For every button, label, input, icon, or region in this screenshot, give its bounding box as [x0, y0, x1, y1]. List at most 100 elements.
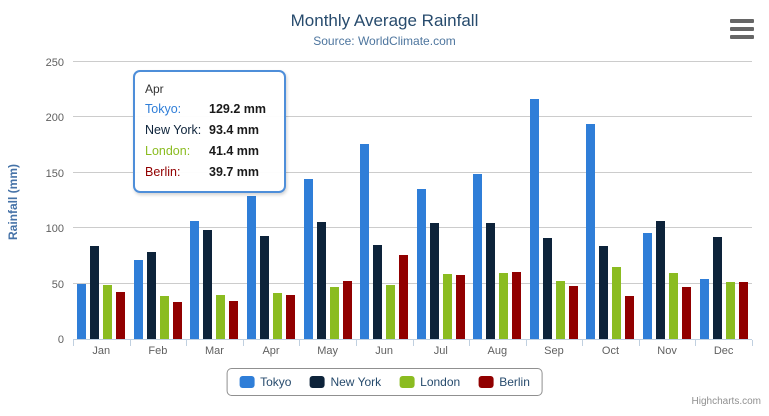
x-axis-label-may: May	[317, 345, 338, 357]
bar-berlin-aug[interactable]	[512, 272, 522, 339]
bar-new-york-aug[interactable]	[486, 223, 496, 339]
x-axis-tick	[355, 340, 357, 346]
x-axis-label-jan: Jan	[92, 345, 111, 357]
bar-london-jan[interactable]	[103, 284, 113, 339]
tooltip-header: Apr	[145, 82, 164, 96]
legend-label: London	[420, 375, 461, 389]
bar-group-nov	[639, 63, 696, 339]
x-axis-tick	[695, 340, 697, 346]
bar-new-york-oct[interactable]	[599, 246, 609, 339]
bar-london-jul[interactable]	[442, 273, 452, 339]
bar-new-york-feb[interactable]	[146, 251, 156, 339]
bar-tokyo-sep[interactable]	[529, 99, 539, 339]
bar-tokyo-nov[interactable]	[643, 233, 653, 339]
bar-berlin-jul[interactable]	[455, 275, 465, 339]
bar-group-mar	[186, 63, 243, 339]
gridline	[73, 61, 752, 62]
x-axis-label-apr: Apr	[262, 345, 280, 357]
bar-group-dec	[695, 63, 752, 339]
legend: Tokyo New York London Berlin	[226, 368, 543, 396]
bar-london-mar[interactable]	[216, 295, 226, 339]
bar-tokyo-apr[interactable]	[247, 195, 257, 339]
tooltip-series-value: 93.4 mm	[209, 123, 260, 137]
legend-item-london[interactable]: London	[399, 375, 460, 389]
x-axis-label-dec: Dec	[713, 345, 734, 357]
tooltip-series-label: Tokyo:	[145, 102, 182, 116]
bar-tokyo-jul[interactable]	[416, 188, 426, 339]
bar-tokyo-feb[interactable]	[133, 259, 143, 339]
bar-london-apr[interactable]	[273, 293, 283, 339]
gridline	[73, 227, 752, 229]
bar-tokyo-oct[interactable]	[586, 123, 596, 339]
legend-swatch-icon	[478, 376, 494, 388]
tooltip-rows: Tokyo: 129.2 mm New York: 93.4 mm London: 41.…	[145, 99, 274, 183]
tooltip: Apr Tokyo: 129.2 mm New York: 93.4 mm London…	[133, 70, 286, 193]
bar-new-york-nov[interactable]	[656, 220, 666, 339]
bar-berlin-nov[interactable]	[682, 287, 692, 339]
tooltip-series-value: 129.2 mm	[209, 102, 266, 116]
y-axis-tick-label: 200	[45, 112, 64, 125]
tooltip-series-label: Berlin:	[145, 165, 181, 179]
gridline	[73, 282, 752, 284]
bar-berlin-mar[interactable]	[229, 300, 239, 339]
bar-berlin-sep[interactable]	[568, 286, 578, 339]
credits-link[interactable]: Highcharts.com	[691, 396, 761, 407]
bar-tokyo-mar[interactable]	[190, 221, 200, 339]
x-axis-label-oct: Oct	[601, 345, 620, 357]
bar-london-dec[interactable]	[725, 282, 735, 339]
bar-group-jan	[73, 63, 130, 339]
bar-group-may	[299, 63, 356, 339]
tooltip-series-label: London:	[145, 144, 191, 158]
bar-london-feb[interactable]	[159, 296, 169, 339]
bar-new-york-jul[interactable]	[429, 222, 439, 339]
bar-london-jun[interactable]	[386, 285, 396, 339]
bar-new-york-jun[interactable]	[373, 245, 383, 339]
legend-item-tokyo[interactable]: Tokyo	[239, 375, 291, 389]
bar-london-oct[interactable]	[612, 266, 622, 339]
y-axis-tick-label: 50	[51, 278, 64, 291]
plot-area	[73, 61, 752, 340]
bar-group-feb	[130, 63, 187, 339]
bar-tokyo-aug[interactable]	[473, 174, 483, 339]
tooltip-row: London: 41.4 mm	[145, 141, 274, 162]
bar-tokyo-dec[interactable]	[699, 278, 709, 339]
bar-new-york-may[interactable]	[316, 221, 326, 339]
bar-new-york-jan[interactable]	[90, 246, 100, 339]
x-axis-tick	[525, 340, 527, 346]
x-axis-labels: Jan Feb Mar Apr May Jun Jul Aug Sep Oct Nov Dec	[73, 345, 752, 359]
bar-tokyo-jun[interactable]	[360, 144, 370, 339]
x-axis-tick	[412, 340, 414, 346]
hamburger-menu-icon	[730, 19, 754, 23]
export-menu-button[interactable]	[730, 19, 754, 39]
x-axis-ticks	[73, 340, 753, 347]
bar-berlin-apr[interactable]	[286, 295, 296, 339]
bar-berlin-jun[interactable]	[399, 255, 409, 339]
bar-new-york-apr[interactable]	[260, 235, 270, 339]
y-axis-tick-label: 100	[45, 223, 64, 236]
bar-group-aug	[469, 63, 526, 339]
bar-berlin-dec[interactable]	[738, 282, 748, 339]
bar-berlin-may[interactable]	[342, 280, 352, 339]
bar-new-york-mar[interactable]	[203, 229, 213, 339]
gridline	[73, 171, 752, 173]
bar-london-aug[interactable]	[499, 272, 509, 339]
legend-item-berlin[interactable]: Berlin	[478, 375, 530, 389]
chart-title: Monthly Average Rainfall	[290, 11, 479, 30]
bar-london-sep[interactable]	[555, 280, 565, 339]
bar-berlin-jan[interactable]	[116, 292, 126, 339]
bar-new-york-dec[interactable]	[712, 236, 722, 339]
x-axis-label-nov: Nov	[657, 345, 677, 357]
gridline	[73, 116, 752, 118]
x-axis-label-mar: Mar	[204, 345, 224, 357]
bar-london-may[interactable]	[329, 286, 339, 339]
bar-berlin-feb[interactable]	[172, 302, 182, 339]
bar-london-nov[interactable]	[669, 273, 679, 339]
legend-item-new-york[interactable]: New York	[309, 375, 381, 389]
y-axis-tick-label: 250	[45, 57, 64, 69]
bar-berlin-oct[interactable]	[625, 295, 635, 339]
bar-new-york-sep[interactable]	[542, 237, 552, 339]
tooltip-row: Tokyo: 129.2 mm	[145, 99, 274, 120]
bar-tokyo-jan[interactable]	[77, 283, 87, 339]
bar-tokyo-may[interactable]	[303, 179, 313, 339]
y-axis-tick-label: 150	[45, 167, 64, 180]
